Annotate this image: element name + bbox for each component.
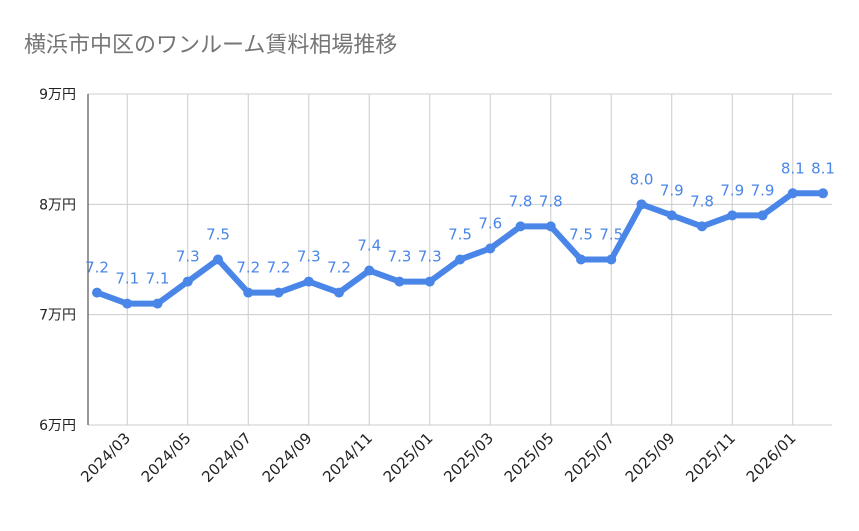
point xyxy=(515,221,526,232)
value-label: 7.3 xyxy=(297,248,321,266)
point xyxy=(213,254,223,265)
point xyxy=(152,298,163,309)
value-label: 7.5 xyxy=(448,226,472,244)
y-tick-label: 7万円 xyxy=(39,308,76,324)
point xyxy=(576,254,586,265)
value-label: 7.6 xyxy=(478,214,502,232)
point xyxy=(636,199,647,210)
point xyxy=(303,276,314,287)
point xyxy=(606,254,617,265)
value-label: 7.3 xyxy=(176,248,200,266)
value-label: 7.8 xyxy=(509,192,533,210)
value-label: 7.5 xyxy=(206,226,230,244)
point xyxy=(122,298,133,309)
x-tick-label: 2025/07 xyxy=(561,429,618,486)
x-tick-label: 2025/03 xyxy=(440,429,497,486)
y-tick-label: 8万円 xyxy=(39,197,76,213)
point xyxy=(455,254,465,265)
point xyxy=(243,287,254,298)
point xyxy=(92,287,102,298)
value-label: 7.9 xyxy=(660,181,684,199)
point xyxy=(787,188,798,199)
line xyxy=(95,190,823,307)
value-label: 7.1 xyxy=(146,270,170,288)
x-tick-label: 2026/01 xyxy=(743,429,800,486)
x-tick-label: 2025/09 xyxy=(622,429,679,486)
y-tick-label: 6万円 xyxy=(39,418,76,434)
point xyxy=(334,287,344,298)
value-label: 7.3 xyxy=(418,248,442,266)
value-label: 8.0 xyxy=(630,170,654,188)
y-tick-label: 9万円 xyxy=(39,87,76,103)
value-label: 7.1 xyxy=(115,270,139,288)
chart-title: 横浜市中区のワンルーム賃料相場推移 xyxy=(24,33,397,58)
point xyxy=(394,276,405,287)
point xyxy=(182,276,193,287)
x-tick-label: 2024/03 xyxy=(77,429,134,486)
value-label: 8.1 xyxy=(811,159,835,177)
point xyxy=(757,210,768,221)
value-label: 7.9 xyxy=(751,181,775,199)
x-tick-label: 2024/09 xyxy=(259,429,316,486)
point xyxy=(727,210,738,221)
point xyxy=(485,243,496,254)
point xyxy=(424,276,435,287)
value-label: 7.2 xyxy=(85,259,109,277)
point xyxy=(273,287,284,298)
value-label: 7.3 xyxy=(388,248,412,266)
value-label: 7.2 xyxy=(236,259,260,277)
x-tick-label: 2024/05 xyxy=(138,429,195,486)
value-label: 7.8 xyxy=(539,192,563,210)
value-label: 7.9 xyxy=(720,181,744,199)
value-label: 7.4 xyxy=(357,237,381,255)
point xyxy=(364,265,375,276)
x-tick-label: 2025/11 xyxy=(682,429,739,486)
value-label: 7.2 xyxy=(327,259,351,277)
x-tick-label: 2024/07 xyxy=(198,429,255,486)
point xyxy=(818,188,828,199)
x-tick-label: 2025/05 xyxy=(501,429,558,486)
point xyxy=(545,221,556,232)
value-label: 7.5 xyxy=(599,226,623,244)
value-label: 8.1 xyxy=(781,159,805,177)
value-label: 7.8 xyxy=(690,192,714,210)
point xyxy=(666,210,677,221)
point xyxy=(697,221,707,232)
value-label: 7.2 xyxy=(267,259,291,277)
x-tick-label: 2025/01 xyxy=(380,429,437,486)
x-tick-label: 2024/11 xyxy=(319,429,376,486)
value-label: 7.5 xyxy=(569,226,593,244)
